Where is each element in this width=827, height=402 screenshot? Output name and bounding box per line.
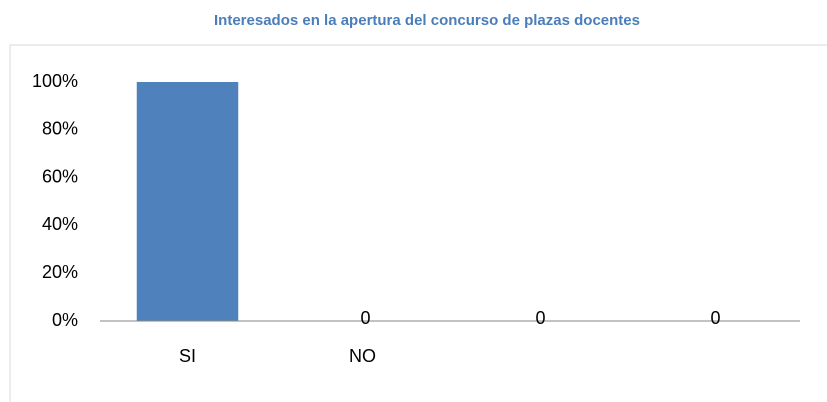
x-tick-label: SI	[179, 346, 196, 366]
y-tick-label: 60%	[42, 166, 78, 186]
x-tick-label: NO	[349, 346, 376, 366]
y-tick-label: 100%	[32, 71, 78, 91]
y-tick-label: 0%	[52, 310, 78, 330]
chart-title: Interesados en la apertura del concurso …	[214, 12, 640, 29]
data-label: 0	[535, 308, 545, 328]
y-tick-label: 20%	[42, 262, 78, 282]
data-label: 0	[360, 308, 370, 328]
y-tick-label: 40%	[42, 214, 78, 234]
data-label: 0	[710, 308, 720, 328]
bar	[136, 82, 239, 321]
chart-frame	[9, 44, 827, 402]
y-tick-label: 80%	[42, 119, 78, 139]
